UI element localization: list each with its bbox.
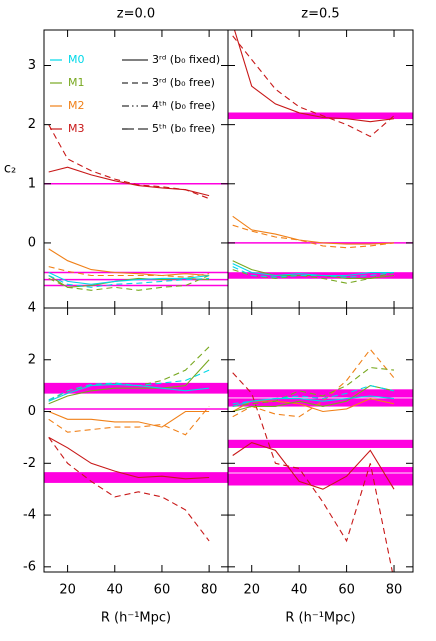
series-line (233, 30, 395, 123)
series-line (48, 272, 210, 285)
series-line (48, 266, 210, 278)
series-line (48, 410, 210, 428)
panel-frame (227, 307, 414, 573)
y-tick-label: -4 (23, 508, 36, 523)
x-tick-label: 60 (338, 583, 355, 598)
theory-band (228, 439, 413, 448)
series-line (48, 359, 210, 405)
x-axis-label: R (h⁻¹Mpc) (101, 611, 171, 626)
x-tick-label: 20 (243, 583, 260, 598)
theory-band (44, 472, 228, 483)
series-line (232, 441, 395, 490)
theory-band (228, 398, 413, 407)
panel-frame (43, 307, 229, 573)
legend-label: M0 (68, 53, 85, 66)
series-line (232, 215, 395, 245)
series-line (232, 372, 393, 572)
y-tick-label: -6 (23, 559, 36, 574)
legend-label: M3 (68, 122, 85, 135)
y-tick-label: 4 (28, 301, 36, 316)
legend-label: 3ʳᵈ (b₀ free) (152, 76, 215, 89)
legend-label: 4ᵗʰ (b₀ free) (152, 99, 215, 112)
series-line (48, 275, 210, 288)
series-line (232, 266, 395, 278)
series-line (48, 383, 210, 402)
series-line (48, 248, 210, 277)
theory-band (228, 466, 413, 473)
series-line (48, 406, 210, 436)
series-line (48, 369, 210, 401)
series-line (232, 385, 395, 413)
legend-label: M2 (68, 99, 85, 112)
legend-label: 5ᵗʰ (b₀ free) (152, 122, 215, 135)
y-tick-label: 3 (28, 58, 36, 73)
x-axis-label: R (h⁻¹Mpc) (285, 611, 355, 626)
plot-area (44, 124, 228, 291)
series-line (232, 35, 395, 138)
y-tick-label: 2 (28, 117, 36, 132)
series-line (48, 437, 210, 542)
panel-frame (227, 29, 414, 309)
legend-label: 3ʳᵈ (b₀ fixed) (152, 53, 220, 66)
series-line (232, 348, 395, 418)
theory-band (228, 112, 413, 120)
y-tick-label: 1 (28, 176, 36, 191)
x-tick-label: 60 (154, 583, 171, 598)
plot-area (228, 348, 413, 572)
y-tick-label: 0 (28, 235, 36, 250)
theory-band (228, 389, 413, 398)
series-line (232, 263, 394, 277)
series-line (48, 436, 210, 480)
series-line (48, 124, 210, 200)
x-tick-label: 80 (201, 583, 218, 598)
plot-area (44, 346, 228, 542)
x-tick-label: 20 (59, 583, 76, 598)
y-tick-label: 2 (28, 352, 36, 367)
panel-title: z=0.5 (301, 7, 339, 22)
series-line (232, 385, 395, 405)
legend-label: M1 (68, 76, 85, 89)
series-line (232, 224, 395, 249)
y-tick-label: 0 (28, 404, 36, 419)
x-tick-label: 40 (291, 583, 308, 598)
panel-title: z=0.0 (117, 7, 155, 22)
x-tick-label: 80 (386, 583, 403, 598)
series-line (48, 274, 210, 291)
series-line (232, 366, 395, 407)
x-tick-label: 40 (106, 583, 123, 598)
y-axis-label: c₂ (4, 162, 16, 177)
plot-area (228, 30, 413, 284)
y-tick-label: -2 (23, 456, 36, 471)
series-line (48, 166, 210, 197)
